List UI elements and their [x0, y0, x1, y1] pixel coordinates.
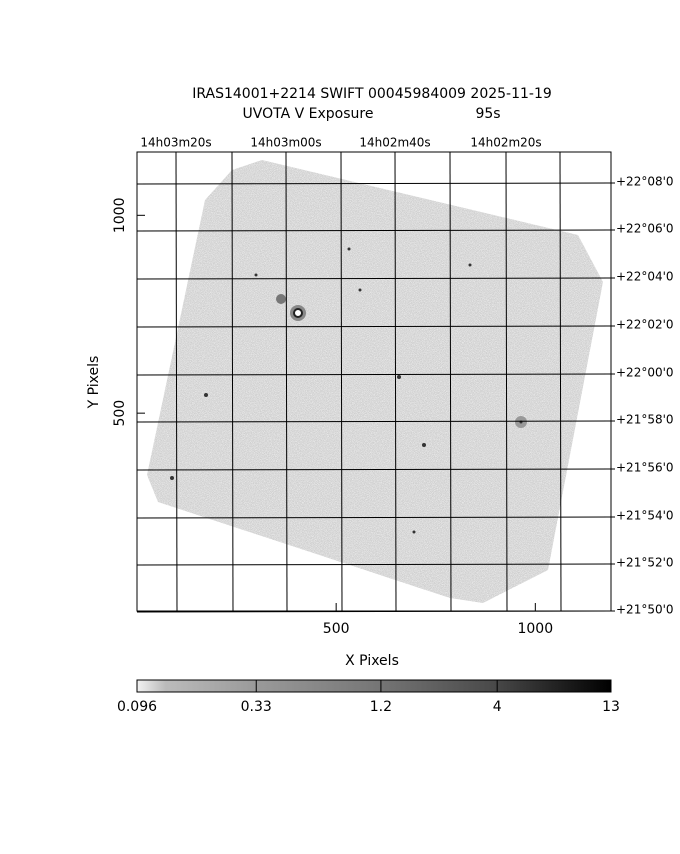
dec-tick-label: +22°02'0 — [616, 318, 674, 332]
y-tick-label: 1000 — [112, 197, 128, 233]
colorbar-tick-label: 13 — [602, 699, 620, 715]
colorbar-tick-label: 0.096 — [117, 699, 157, 715]
stars — [170, 247, 527, 534]
x-axis-label: X Pixels — [345, 653, 399, 669]
image-field — [147, 160, 603, 603]
dec-tick-label: +22°08'0 — [616, 175, 674, 189]
dec-grid-line — [136, 420, 612, 423]
ra-tick-label: 14h02m40s — [359, 136, 430, 150]
ra-grid-line — [449, 151, 452, 612]
dec-tick-label: +21°50'0 — [616, 603, 674, 617]
ra-grid-line — [394, 151, 397, 612]
x-tick-label: 1000 — [517, 621, 553, 637]
dec-tick-label: +22°00'0 — [616, 366, 674, 380]
dec-grid-line — [136, 325, 612, 328]
ra-grid-line — [231, 151, 234, 612]
dec-tick-label: +21°52'0 — [616, 556, 674, 570]
ra-tick-label: 14h03m00s — [250, 136, 321, 150]
ra-grid-line — [175, 151, 178, 612]
dec-tick-label: +21°56'0 — [616, 461, 674, 475]
dec-grid-line — [136, 468, 612, 471]
plot-frame — [136, 151, 612, 612]
ra-grid-line — [285, 151, 288, 612]
dec-tick-label: +21°58'0 — [616, 413, 674, 427]
coordinate-grid — [136, 151, 612, 613]
ra-grid-line — [505, 151, 508, 612]
exposure: 95s — [475, 106, 500, 122]
dec-grid-line — [136, 373, 612, 376]
x-tick-label: 500 — [323, 621, 350, 637]
dec-grid-line — [136, 229, 612, 232]
dec-tick-label: +22°06'0 — [616, 222, 674, 236]
ra-grid-line — [340, 151, 343, 612]
dec-grid-line — [136, 563, 612, 566]
ra-tick-label: 14h02m20s — [470, 136, 541, 150]
y-axis-label: Y Pixels — [86, 356, 102, 410]
ra-grid-line — [559, 151, 562, 612]
colorbar-tick-label: 4 — [493, 699, 502, 715]
dec-grid-line — [136, 516, 612, 519]
y-tick-label: 500 — [112, 400, 128, 427]
colorbar-tick-label: 0.33 — [241, 699, 272, 715]
dec-grid-line — [136, 277, 612, 280]
dec-grid-line — [136, 182, 612, 185]
dec-tick-label: +21°54'0 — [616, 509, 674, 523]
ra-tick-label: 14h03m20s — [140, 136, 211, 150]
colorbar — [136, 679, 612, 693]
subtitle: UVOTA V Exposure — [243, 106, 374, 122]
colorbar-tick-label: 1.2 — [370, 699, 392, 715]
title: IRAS14001+2214 SWIFT 00045984009 2025-11… — [192, 86, 552, 102]
dec-tick-label: +22°04'0 — [616, 270, 674, 284]
